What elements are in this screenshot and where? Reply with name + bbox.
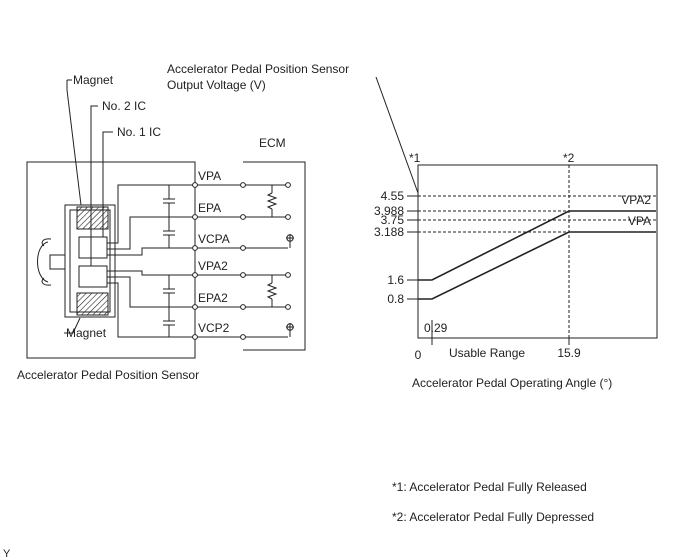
connector-pins (192, 182, 246, 340)
leader-no1-ic (102, 131, 113, 237)
voltage-graph: Accelerator Pedal Position Sensor Output… (167, 62, 658, 390)
terminal-label-epa2: EPA2 (198, 291, 228, 305)
y-tick-label: 4.55 (381, 189, 405, 203)
corner-mark: Y (3, 548, 11, 560)
ic2-wires (107, 270, 195, 338)
magnet-bottom-label: Magnet (66, 326, 107, 340)
ic1-wires (107, 184, 195, 256)
magnet-top-label: Magnet (73, 73, 114, 87)
magnet-top (76, 206, 109, 230)
vc2-source-icon (286, 323, 294, 337)
no2-ic-label: No. 2 IC (102, 99, 146, 113)
note-1: *1: Accelerator Pedal Fully Released (392, 480, 587, 494)
terminal-wires: VPA EPA VCPA VPA2 EPA2 VCP2 (195, 169, 243, 338)
plot-frame (417, 164, 658, 339)
chart-series: VPA2 VPA (418, 193, 656, 300)
terminal-label-epa: EPA (198, 201, 221, 215)
sensor-block: Magnet No. 2 IC No. 1 IC Magnet Accelera… (17, 73, 199, 382)
series-line-vpa (418, 231, 656, 300)
y-tick-label: 3.188 (374, 225, 404, 239)
terminal-label-vcpa: VCPA (198, 232, 230, 246)
vc-source-icon (286, 234, 294, 248)
chart-grid (418, 165, 657, 338)
magnet-frame-outer (64, 204, 116, 318)
no1-ic (78, 236, 108, 259)
ecm-title: ECM (259, 136, 286, 150)
series-label-vpa2: VPA2 (621, 193, 651, 207)
magnet-bottom (76, 292, 109, 316)
x-tick-label: 15.9 (557, 346, 581, 360)
series-line-vpa2 (418, 210, 656, 281)
terminal-label-vpa2: VPA2 (198, 259, 228, 273)
sensor-shaft (49, 254, 65, 270)
marker-2: *2 (563, 151, 575, 165)
note-2: *2: Accelerator Pedal Fully Depressed (392, 510, 594, 524)
rotation-arrow-icon (37, 238, 52, 286)
terminal-label-vcp2: VCP2 (198, 321, 230, 335)
y-tick-label: 3.988 (374, 204, 404, 218)
capacitors (163, 185, 175, 337)
graph-title-leader (375, 76, 419, 194)
x-axis-label: Accelerator Pedal Operating Angle (°) (412, 376, 612, 390)
y-tick-label: 3.75 (381, 213, 405, 227)
ecm-resistor-1 (266, 185, 278, 217)
x-tick-label: 0 (415, 348, 422, 362)
chart-x-ticks: 00.29 15.9 (415, 320, 581, 362)
graph-title-line2: Output Voltage (V) (167, 78, 266, 92)
sensor-outline (26, 161, 196, 359)
y-tick-label: 0.8 (387, 292, 404, 306)
leader-magnet-top (66, 80, 82, 206)
no1-ic-label: No. 1 IC (117, 125, 161, 139)
leader-magnet-bottom (64, 317, 81, 334)
ecm-block: ECM (243, 136, 306, 351)
usable-range-label: Usable Range (449, 346, 525, 360)
leader-no2-ic (90, 105, 98, 266)
marker-1: *1 (409, 151, 421, 165)
graph-title-line1: Accelerator Pedal Position Sensor (167, 62, 349, 76)
y-tick-label: 1.6 (387, 273, 404, 287)
series-label-vpa: VPA (628, 214, 651, 228)
sensor-title: Accelerator Pedal Position Sensor (17, 368, 199, 382)
terminal-label-vpa: VPA (198, 169, 221, 183)
no2-ic (78, 265, 108, 288)
x-tick-label: 0.29 (424, 321, 448, 335)
ecm-resistor-2 (266, 275, 278, 307)
